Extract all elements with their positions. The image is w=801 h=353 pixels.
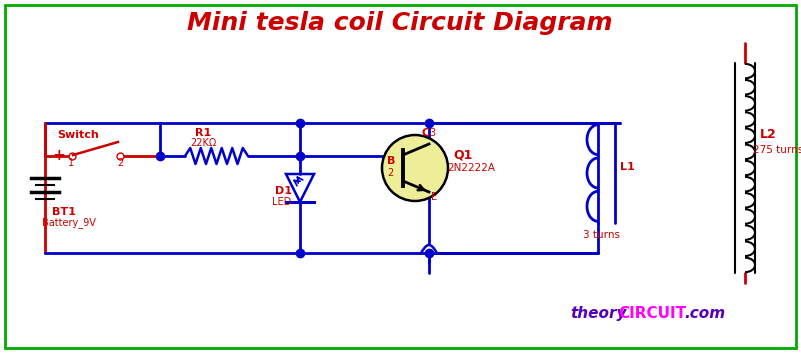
Text: 2: 2 [117,158,123,168]
Text: 2N2222A: 2N2222A [447,163,495,173]
Text: +: + [52,148,65,163]
Text: E: E [431,192,437,202]
Text: 2: 2 [387,168,393,178]
Text: 1: 1 [68,158,74,168]
Text: Switch: Switch [57,130,99,140]
Text: 3 turns: 3 turns [583,230,620,240]
Text: 275 turns: 275 turns [753,145,801,155]
Text: Mini tesla coil Circuit Diagram: Mini tesla coil Circuit Diagram [187,11,613,35]
Text: L1: L1 [620,162,634,172]
Circle shape [382,135,448,201]
Text: .com: .com [684,306,725,321]
Text: D1: D1 [275,186,292,196]
Text: R1: R1 [195,128,211,138]
Text: BT1: BT1 [52,207,76,217]
Text: Q1: Q1 [453,148,473,161]
Text: L2: L2 [760,128,777,141]
Text: CIRCUIT: CIRCUIT [618,306,686,321]
Text: Battery_9V: Battery_9V [42,217,96,228]
Text: B: B [387,156,396,166]
Text: 3: 3 [429,128,435,138]
Text: theory: theory [570,306,626,321]
Text: LED: LED [272,197,292,207]
Text: 22KΩ: 22KΩ [190,138,216,148]
Text: C: C [421,128,429,138]
